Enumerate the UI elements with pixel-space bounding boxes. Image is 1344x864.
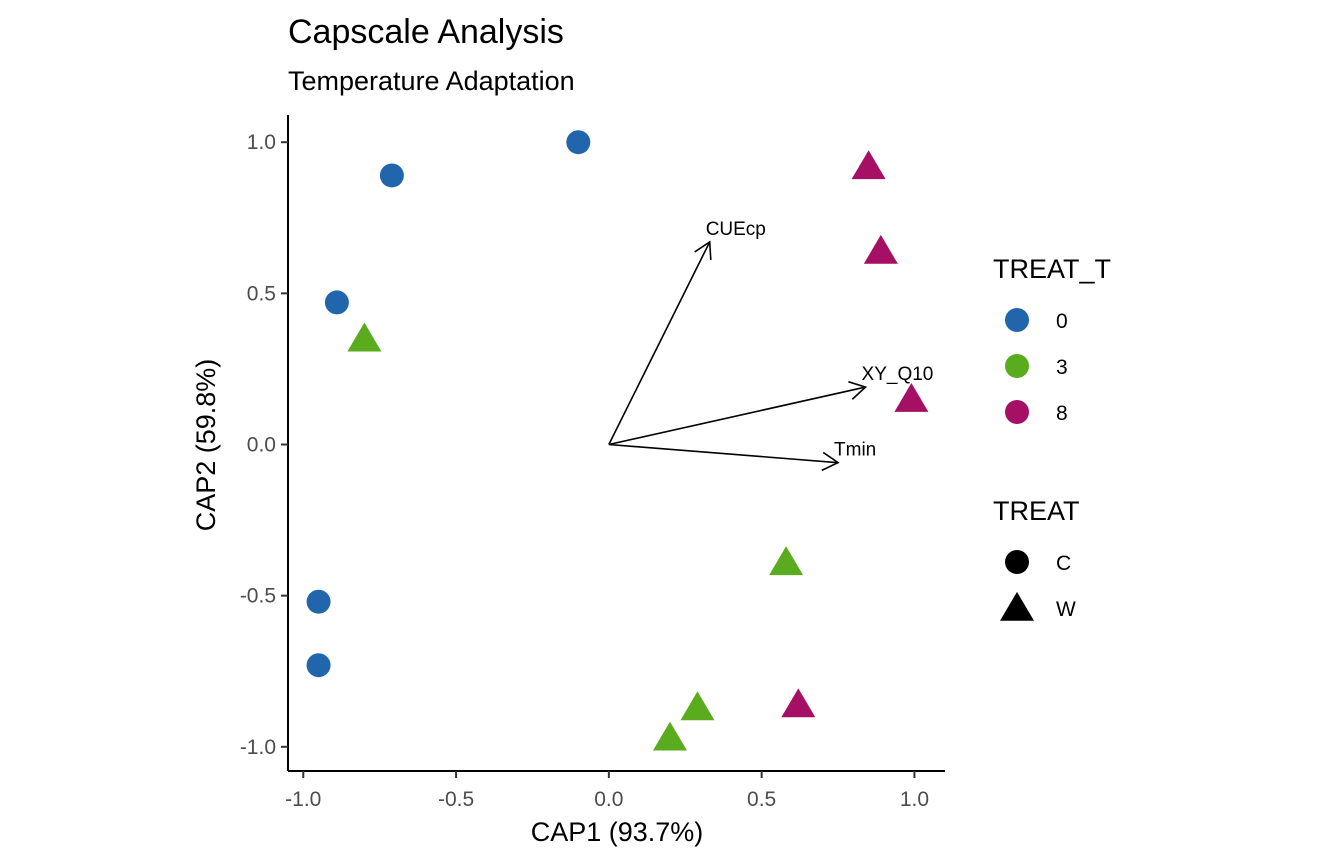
legend-key [1005,550,1029,574]
chart-subtitle: Temperature Adaptation [288,66,575,96]
data-points [306,130,929,751]
vector-arrowhead [821,451,840,472]
legend-label: W [1056,598,1076,621]
x-tick-label: 1.0 [900,788,929,811]
y-tick-label: -1.0 [240,736,276,759]
legend-label: 3 [1056,356,1068,379]
legend: TREAT_T 0 3 8 TREAT CW [993,254,1111,621]
x-axis-title: CAP1 (93.7%) [531,817,704,847]
x-tick-label: -0.5 [438,788,474,811]
legend-label: C [1056,552,1071,575]
data-point [566,130,591,155]
data-point [306,653,331,678]
data-point [680,691,715,721]
y-tick-label: 0.0 [247,434,276,457]
x-tick-label: 0.5 [747,788,776,811]
vector-line [608,386,866,446]
biplot-vectors: CUEcp XY_Q10 Tmin [608,219,934,472]
y-axis-title: CAP2 (59.8%) [191,359,221,532]
vector-line [608,443,839,464]
data-point [863,234,898,264]
legend-key [1005,400,1029,424]
data-point [347,322,382,352]
vector-label: Tmin [834,440,876,461]
legend-key [1005,354,1029,378]
data-point [781,688,816,718]
legend-key [1000,591,1034,621]
legend-title: TREAT [993,496,1080,526]
data-point [379,163,404,188]
legend-key [1005,308,1029,332]
data-point [324,290,349,315]
vector-arrowhead [848,380,868,400]
x-tick-label: -1.0 [285,788,321,811]
data-point [306,589,331,614]
vector-line [608,241,711,445]
y-tick-label: -0.5 [240,585,276,608]
vector-label: CUEcp [706,219,766,240]
vector-label: XY_Q10 [862,364,934,385]
data-point [769,546,804,576]
legend-label: 8 [1056,402,1068,425]
data-point [851,150,886,180]
legend-label: 0 [1056,310,1068,333]
data-point [652,721,687,751]
data-point [894,383,929,412]
chart-title: Capscale Analysis [288,13,564,51]
x-tick-label: 0.0 [594,788,623,811]
axes: -1.0 -0.5 0.0 0.5 1.0 -1.0 -0.5 0.0 0.5 1.0 [240,115,945,811]
vector-arrowhead [694,240,712,260]
y-tick-label: 0.5 [247,282,276,305]
y-tick-label: 1.0 [247,131,276,154]
legend-title: TREAT_T [993,254,1111,284]
